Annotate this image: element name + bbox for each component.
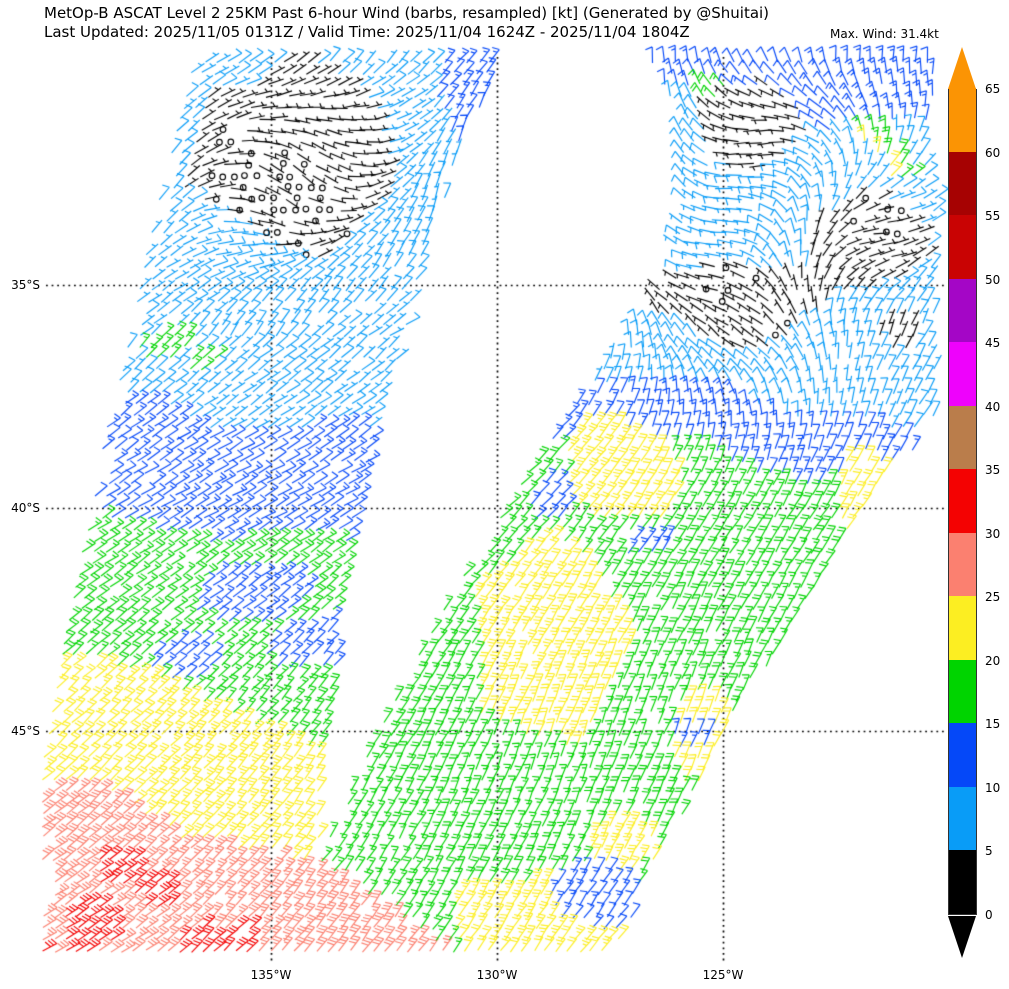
colorbar-segment-45-50 bbox=[949, 278, 976, 343]
colorbar-segment-25-30 bbox=[949, 532, 976, 597]
colorbar-label-15: 15 bbox=[985, 717, 1001, 732]
colorbar-label-35: 35 bbox=[985, 463, 1001, 478]
colorbar-label-30: 30 bbox=[985, 526, 1001, 541]
colorbar-segment-50-55 bbox=[949, 215, 976, 279]
colorbar-label-0: 0 bbox=[985, 908, 993, 922]
y-tick-label: 35°S bbox=[11, 278, 40, 292]
max-wind-annotation: Max. Wind: 31.4kt bbox=[830, 27, 939, 41]
title-line-1: MetOp-B ASCAT Level 2 25KM Past 6-hour W… bbox=[44, 4, 770, 22]
x-tick-label: 135°W bbox=[250, 968, 292, 982]
colorbar-segment-35-40 bbox=[949, 405, 976, 470]
colorbar-segment-55-60 bbox=[949, 151, 976, 216]
colorbar-label-65: 65 bbox=[985, 82, 1001, 97]
colorbar-segment-20-25 bbox=[949, 596, 976, 660]
colorbar-label-5: 5 bbox=[985, 844, 993, 859]
colorbar-label-45: 45 bbox=[985, 336, 1001, 351]
colorbar-segment-40-45 bbox=[949, 342, 976, 406]
colorbar-segment-60-65 bbox=[949, 88, 976, 152]
colorbar-segment-30-35 bbox=[949, 469, 976, 533]
y-tick-label: 40°S bbox=[11, 501, 40, 515]
colorbar-label-25: 25 bbox=[985, 590, 1001, 605]
colorbar-label-50: 50 bbox=[985, 272, 1001, 287]
colorbar-segment-5-10 bbox=[949, 786, 976, 851]
colorbar-segment-10-15 bbox=[949, 723, 976, 787]
colorbar-under-arrow bbox=[948, 916, 976, 958]
y-tick-label: 45°S bbox=[11, 724, 40, 738]
colorbar-label-55: 55 bbox=[985, 209, 1001, 224]
colorbar-label-60: 60 bbox=[985, 145, 1001, 160]
x-tick-label: 130°W bbox=[476, 968, 518, 982]
title-line-2: Last Updated: 2025/11/05 0131Z / Valid T… bbox=[44, 23, 690, 41]
colorbar-segment-15-20 bbox=[949, 659, 976, 724]
x-tick-label: 125°W bbox=[702, 968, 744, 982]
colorbar-segments bbox=[948, 88, 977, 915]
colorbar-segment-0-5 bbox=[949, 850, 976, 914]
colorbar-label-40: 40 bbox=[985, 399, 1001, 414]
colorbar-label-10: 10 bbox=[985, 780, 1001, 795]
colorbar-over-arrow bbox=[948, 47, 976, 90]
colorbar-label-20: 20 bbox=[985, 653, 1001, 668]
